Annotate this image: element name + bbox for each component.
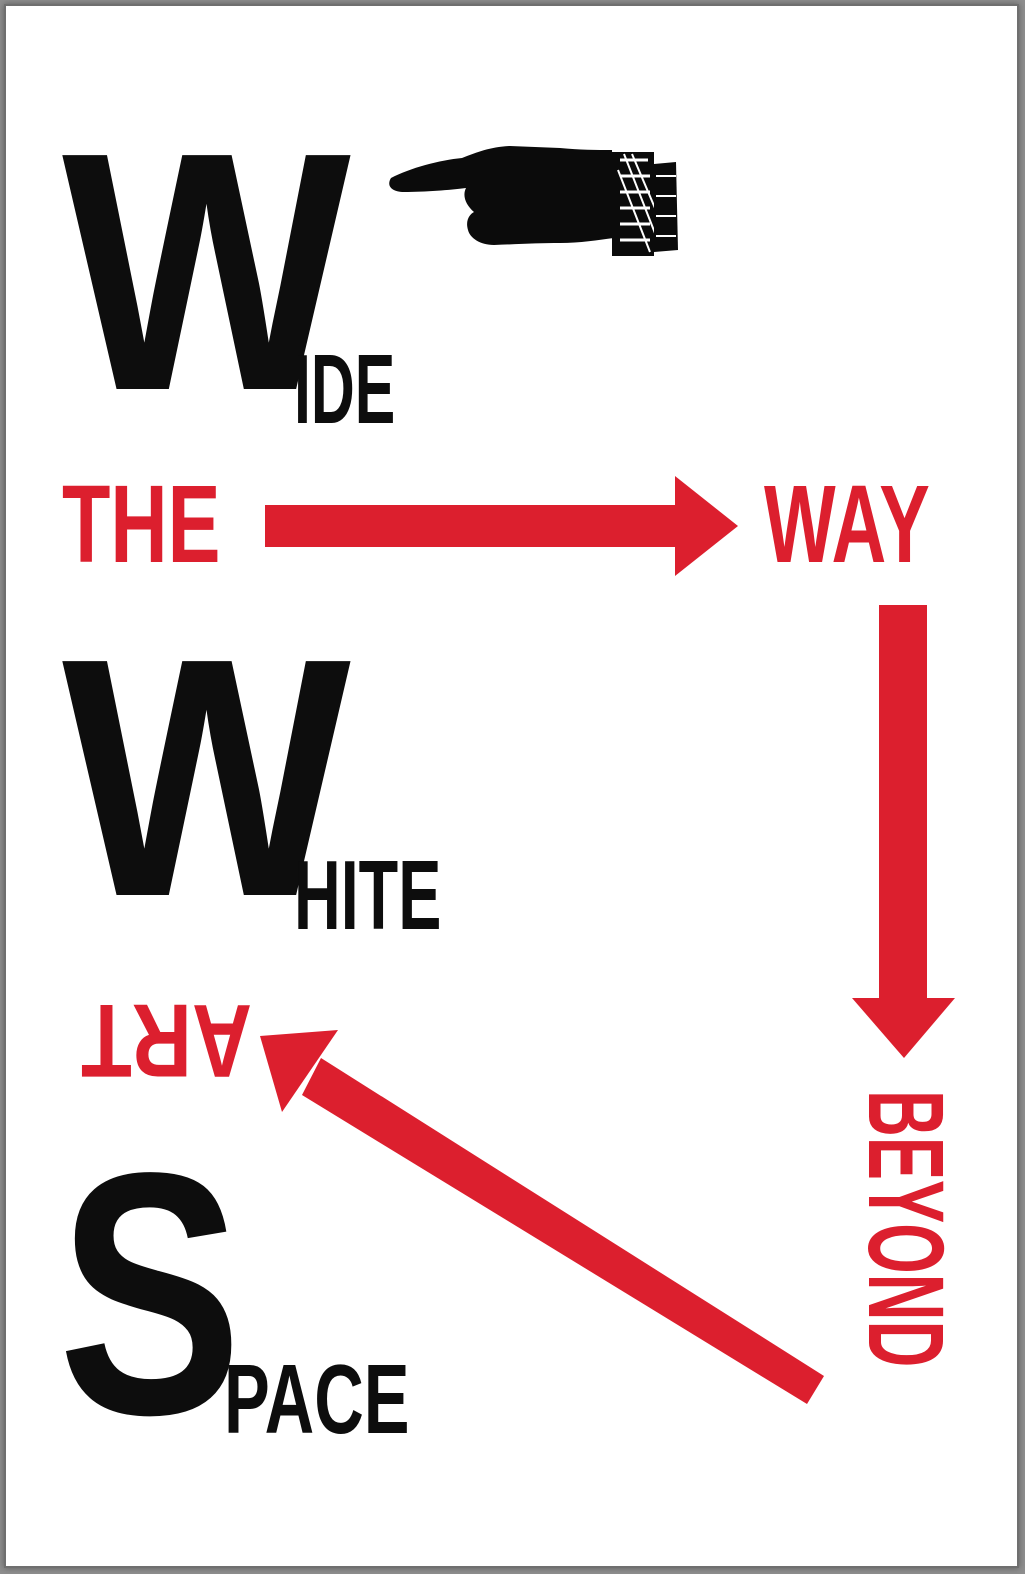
flow-word-beyond: BEYOND — [846, 1090, 967, 1368]
title-rest-pace: PACE — [224, 1344, 410, 1454]
arrow-down-icon — [852, 605, 955, 1058]
flow-word-the: THE — [62, 463, 221, 586]
title-initial-w2: W — [62, 588, 351, 968]
title-initial-w1: W — [62, 82, 351, 462]
arrow-right-icon — [265, 476, 738, 576]
pointing-hand-icon — [389, 146, 678, 256]
flow-word-way: WAY — [764, 463, 930, 586]
title-rest-hite: HITE — [294, 840, 442, 950]
title-initial-s: S — [58, 1102, 243, 1487]
flow-word-art: ART — [81, 982, 252, 1098]
title-rest-ide: IDE — [294, 334, 396, 444]
